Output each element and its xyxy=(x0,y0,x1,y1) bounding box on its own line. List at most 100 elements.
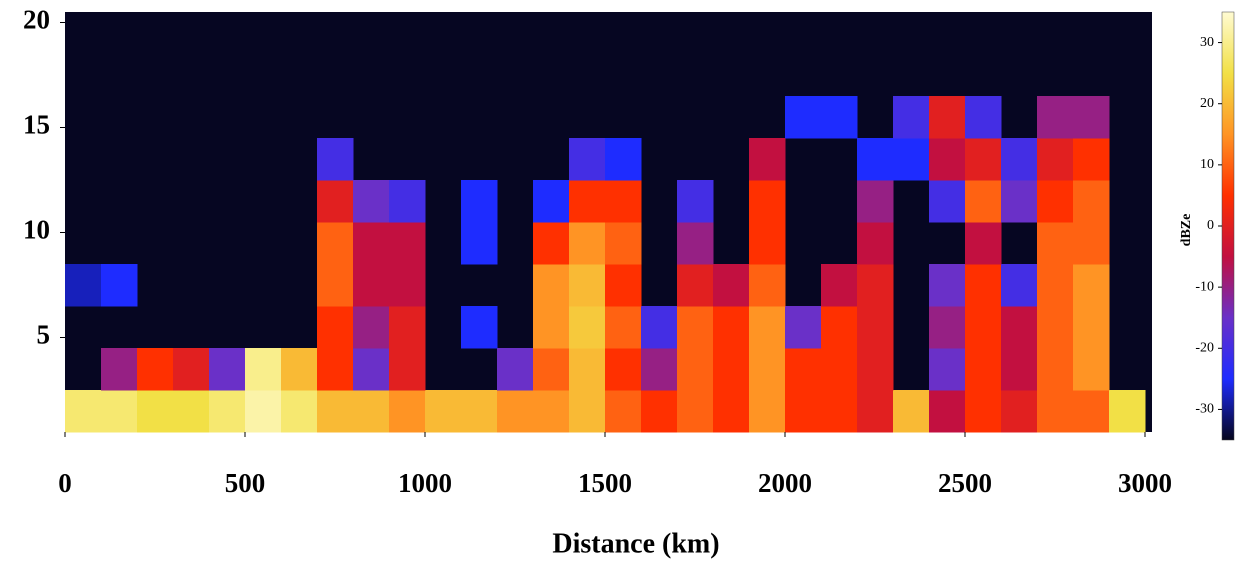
heat-cell xyxy=(749,180,786,223)
heat-cell xyxy=(389,390,426,433)
heat-cell xyxy=(1073,390,1110,433)
heat-cell xyxy=(785,306,822,349)
heat-cell xyxy=(389,222,426,265)
x-tick-label: 3000 xyxy=(1118,468,1172,498)
heat-cell xyxy=(317,390,354,433)
heat-cell xyxy=(461,306,498,349)
heat-cell xyxy=(389,264,426,307)
heat-cell xyxy=(821,390,858,433)
heat-cell xyxy=(353,264,390,307)
heat-cell xyxy=(317,138,354,181)
heat-cell xyxy=(929,180,966,223)
heat-cell xyxy=(317,348,354,391)
y-tick-label: 20 xyxy=(23,5,50,35)
y-tick-label: 10 xyxy=(23,215,50,245)
heat-cell xyxy=(965,348,1002,391)
heat-cell xyxy=(569,222,606,265)
heat-cell xyxy=(497,390,534,433)
colorbar-tick-label: 10 xyxy=(1200,157,1214,172)
x-tick-label: 0 xyxy=(58,468,72,498)
heat-cell xyxy=(857,348,894,391)
heat-cell xyxy=(641,390,678,433)
heat-cell xyxy=(605,264,642,307)
heat-cell xyxy=(929,264,966,307)
heat-cell xyxy=(533,348,570,391)
heat-cell xyxy=(893,138,930,181)
colorbar-tick-label: 0 xyxy=(1207,218,1214,233)
heat-cell xyxy=(461,180,498,223)
heat-cell xyxy=(209,390,246,433)
heat-cell xyxy=(1037,96,1074,139)
heat-cell xyxy=(857,390,894,433)
heat-cell xyxy=(245,390,282,433)
heat-cell xyxy=(569,138,606,181)
heat-cell xyxy=(569,390,606,433)
heat-cell xyxy=(965,390,1002,433)
colorbar xyxy=(1221,11,1235,441)
heat-cell xyxy=(1073,138,1110,181)
heat-cell xyxy=(605,222,642,265)
heat-cell xyxy=(1001,180,1038,223)
heat-cell xyxy=(533,222,570,265)
heat-cell xyxy=(533,390,570,433)
heat-cell xyxy=(1037,390,1074,433)
heat-cell xyxy=(317,306,354,349)
heat-cell xyxy=(677,390,714,433)
heat-cell xyxy=(1073,180,1110,223)
heat-cell xyxy=(569,264,606,307)
heat-cell xyxy=(893,390,930,433)
heat-cell xyxy=(641,306,678,349)
heat-cell xyxy=(569,180,606,223)
heat-cell xyxy=(353,180,390,223)
heat-cell xyxy=(893,96,930,139)
y-tick-label: 5 xyxy=(37,320,51,350)
heat-cell xyxy=(713,348,750,391)
heat-cell xyxy=(677,348,714,391)
heat-cell xyxy=(713,264,750,307)
heat-cell xyxy=(785,348,822,391)
heat-cell xyxy=(749,264,786,307)
heat-cell xyxy=(965,306,1002,349)
heat-cell xyxy=(821,96,858,139)
heat-cell xyxy=(1073,348,1110,391)
heat-cell xyxy=(209,348,246,391)
y-tick-label: 15 xyxy=(23,110,50,140)
heat-cell xyxy=(533,264,570,307)
heat-cell xyxy=(245,348,282,391)
heat-cell xyxy=(641,348,678,391)
heat-cell xyxy=(101,390,138,433)
heat-cell xyxy=(461,390,498,433)
colorbar-tick-label: -30 xyxy=(1195,402,1214,417)
heat-cell xyxy=(965,180,1002,223)
heat-cell xyxy=(785,96,822,139)
heat-cell xyxy=(569,348,606,391)
heat-cell xyxy=(821,348,858,391)
heat-cell xyxy=(929,96,966,139)
heat-cell xyxy=(749,138,786,181)
heat-cell xyxy=(1109,390,1146,433)
heat-cell xyxy=(749,390,786,433)
heat-cell xyxy=(1073,96,1110,139)
colorbar-tick-label: -20 xyxy=(1195,341,1214,356)
heat-cell xyxy=(353,306,390,349)
heat-cell xyxy=(677,180,714,223)
heat-cell xyxy=(101,264,138,307)
heat-cell xyxy=(569,306,606,349)
heat-cell xyxy=(1001,138,1038,181)
heat-cell xyxy=(929,138,966,181)
heat-cell xyxy=(749,222,786,265)
heat-cell xyxy=(1001,348,1038,391)
heat-cell xyxy=(533,306,570,349)
heat-cell xyxy=(317,264,354,307)
heat-cell xyxy=(1001,390,1038,433)
heat-cell xyxy=(65,390,102,433)
heat-cell xyxy=(605,138,642,181)
heat-cell xyxy=(353,348,390,391)
heat-cell xyxy=(137,390,174,433)
heat-cell xyxy=(1037,264,1074,307)
heat-cell xyxy=(353,390,390,433)
heat-cell xyxy=(677,264,714,307)
heat-cell xyxy=(749,348,786,391)
colorbar-label: dBZe xyxy=(1179,214,1194,247)
